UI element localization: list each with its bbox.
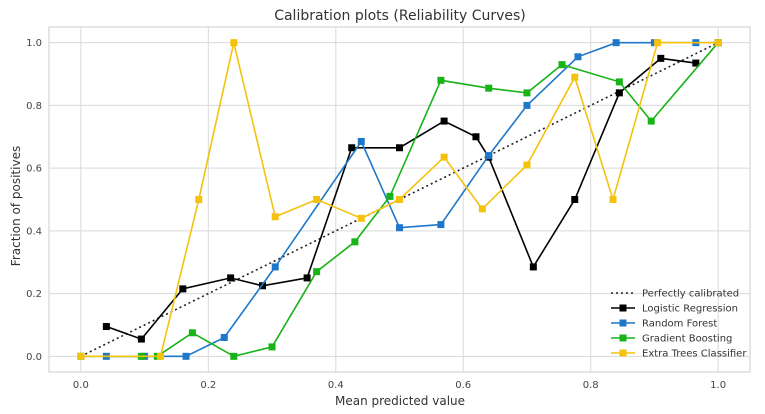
data-point-logistic-regression bbox=[227, 274, 235, 282]
data-point-gradient-boosting bbox=[615, 78, 623, 86]
data-point-random-forest bbox=[182, 352, 190, 360]
data-point-random-forest bbox=[271, 263, 279, 271]
data-point-logistic-regression bbox=[440, 117, 448, 125]
y-tick-label: 0.8 bbox=[26, 101, 42, 112]
data-point-gradient-boosting bbox=[268, 343, 276, 351]
legend-label: Random Forest bbox=[642, 319, 717, 330]
legend-label: Logistic Regression bbox=[642, 304, 738, 315]
data-point-random-forest bbox=[437, 221, 445, 229]
data-point-extra-trees-classifier bbox=[440, 153, 448, 161]
data-point-random-forest bbox=[220, 334, 228, 341]
data-point-gradient-boosting bbox=[485, 84, 493, 92]
data-point-extra-trees-classifier bbox=[478, 205, 486, 213]
data-point-gradient-boosting bbox=[558, 61, 566, 69]
data-point-extra-trees-classifier bbox=[230, 39, 238, 47]
data-point-random-forest bbox=[357, 137, 365, 145]
data-point-random-forest bbox=[574, 53, 582, 61]
legend-item-logistic-regression: Logistic Regression bbox=[611, 304, 738, 315]
data-point-gradient-boosting bbox=[188, 329, 196, 337]
data-point-extra-trees-classifier bbox=[654, 39, 662, 47]
data-point-logistic-regression bbox=[179, 285, 187, 293]
data-point-logistic-regression bbox=[657, 54, 665, 62]
x-tick-label: 0.0 bbox=[73, 380, 89, 391]
data-point-random-forest bbox=[523, 101, 531, 109]
data-point-logistic-regression bbox=[472, 133, 480, 141]
x-axis-label: Mean predicted value bbox=[335, 394, 465, 408]
series-line-gradient-boosting bbox=[80, 42, 719, 358]
legend-label: Extra Trees Classifier bbox=[642, 349, 747, 360]
data-point-logistic-regression bbox=[571, 196, 579, 203]
data-point-logistic-regression bbox=[102, 323, 110, 331]
data-point-extra-trees-classifier bbox=[609, 196, 617, 203]
data-point-extra-trees-classifier bbox=[157, 352, 165, 360]
data-point-extra-trees-classifier bbox=[77, 352, 85, 360]
y-tick-label: 0.4 bbox=[26, 226, 42, 237]
data-point-extra-trees-classifier bbox=[523, 161, 531, 169]
x-tick-label: 0.6 bbox=[455, 380, 471, 391]
data-point-extra-trees-classifier bbox=[195, 196, 203, 203]
data-point-random-forest bbox=[485, 152, 493, 160]
data-point-extra-trees-classifier bbox=[313, 196, 321, 203]
data-point-extra-trees-classifier bbox=[357, 214, 365, 222]
data-point-gradient-boosting bbox=[351, 238, 359, 246]
data-point-gradient-boosting bbox=[647, 117, 655, 125]
legend-item-extra-trees-classifier: Extra Trees Classifier bbox=[611, 349, 747, 360]
legend: Perfectly calibrated Logistic Regression R… bbox=[611, 289, 747, 360]
legend-marker bbox=[619, 334, 627, 342]
plot-area: 0.0 0.2 0.4 0.6 0.8 1.0 0.0 0.2 0.4 0.6 0.8 1.0 bbox=[26, 26, 751, 391]
data-point-logistic-regression bbox=[348, 144, 356, 152]
y-tick-label: 0.0 bbox=[26, 352, 42, 363]
legend-marker bbox=[619, 349, 627, 357]
data-point-extra-trees-classifier bbox=[571, 73, 579, 81]
data-point-logistic-regression bbox=[692, 59, 700, 67]
y-tick-label: 0.6 bbox=[26, 164, 42, 175]
y-axis-label: Fraction of positives bbox=[9, 146, 23, 266]
y-tick-label: 0.2 bbox=[26, 289, 42, 300]
data-point-gradient-boosting bbox=[437, 76, 445, 84]
data-point-gradient-boosting bbox=[386, 192, 394, 200]
series-extra-trees-classifier bbox=[77, 39, 722, 360]
data-point-gradient-boosting bbox=[523, 89, 531, 97]
chart-title: Calibration plots (Reliability Curves) bbox=[274, 8, 526, 24]
legend-item-perfectly-calibrated: Perfectly calibrated bbox=[611, 289, 739, 300]
data-point-extra-trees-classifier bbox=[714, 39, 722, 47]
data-point-logistic-regression bbox=[303, 274, 311, 282]
x-tick-label: 0.4 bbox=[328, 380, 344, 391]
data-point-gradient-boosting bbox=[230, 352, 238, 360]
legend-marker bbox=[619, 304, 627, 312]
legend-item-random-forest: Random Forest bbox=[611, 319, 717, 330]
x-tick-label: 1.0 bbox=[710, 380, 726, 391]
data-point-random-forest bbox=[396, 224, 403, 232]
x-tick-label: 0.2 bbox=[200, 380, 216, 391]
data-point-random-forest bbox=[612, 39, 620, 47]
x-tick-label: 0.8 bbox=[583, 380, 599, 391]
legend-label: Gradient Boosting bbox=[642, 334, 732, 345]
data-point-gradient-boosting bbox=[313, 268, 321, 276]
data-point-extra-trees-classifier bbox=[271, 213, 279, 221]
legend-item-gradient-boosting: Gradient Boosting bbox=[611, 334, 732, 345]
data-point-logistic-regression bbox=[137, 335, 145, 343]
data-point-logistic-regression bbox=[396, 144, 403, 152]
y-tick-label: 1.0 bbox=[26, 38, 42, 49]
data-point-logistic-regression bbox=[615, 89, 623, 97]
data-point-logistic-regression bbox=[529, 263, 537, 271]
legend-label: Perfectly calibrated bbox=[642, 289, 739, 300]
data-point-extra-trees-classifier bbox=[396, 196, 403, 203]
legend-marker bbox=[619, 319, 627, 327]
